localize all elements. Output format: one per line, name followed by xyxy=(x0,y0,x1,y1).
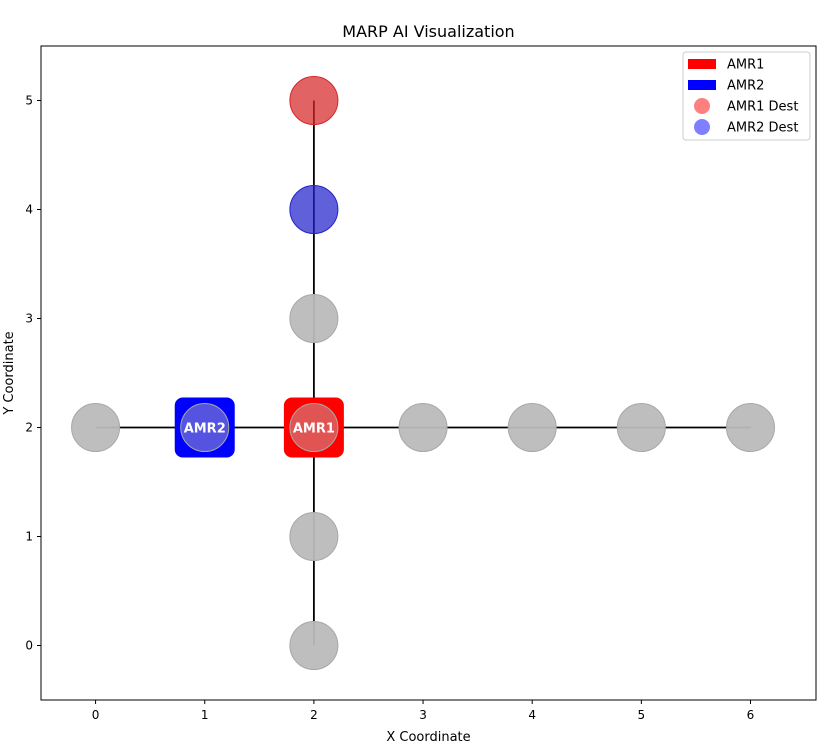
legend-marker xyxy=(694,119,710,135)
graph-node xyxy=(398,403,448,452)
destination-markers xyxy=(289,76,339,234)
y-axis-ticks: 0 1 2 3 4 5 xyxy=(25,94,41,653)
robot-marker xyxy=(283,397,344,458)
x-tick-label: 2 xyxy=(310,708,318,722)
legend-label: AMR2 Dest xyxy=(727,121,798,136)
graph-node xyxy=(289,294,339,343)
y-tick-label: 1 xyxy=(25,530,33,544)
x-axis-ticks: 0 1 2 3 4 5 6 xyxy=(92,700,755,722)
robot-label: AMR2 xyxy=(184,422,226,437)
y-tick-label: 5 xyxy=(25,94,33,108)
legend: AMR1 AMR2 AMR1 Dest AMR2 Dest xyxy=(682,51,811,141)
graph-node xyxy=(289,512,339,561)
y-tick-label: 0 xyxy=(25,639,33,653)
x-tick-label: 6 xyxy=(747,708,755,722)
y-tick-label: 4 xyxy=(25,203,33,217)
plot-frame xyxy=(40,45,817,701)
graph-node-overlay xyxy=(289,403,339,452)
x-tick-label: 1 xyxy=(201,708,209,722)
plot-area xyxy=(41,46,816,700)
graph-node xyxy=(507,403,557,452)
legend-swatch xyxy=(688,59,716,69)
y-axis-title: Y Coordinate xyxy=(2,331,17,415)
graph-node xyxy=(289,621,339,670)
legend-swatch xyxy=(688,80,716,90)
x-tick-label: 0 xyxy=(92,708,100,722)
legend-marker xyxy=(694,98,710,114)
x-axis-title: X Coordinate xyxy=(386,730,470,745)
x-tick-label: 4 xyxy=(528,708,536,722)
x-tick-label: 5 xyxy=(638,708,646,722)
robot-markers: AMR1 AMR2 xyxy=(174,397,344,458)
chart-title: MARP AI Visualization xyxy=(342,22,514,41)
y-tick-label: 3 xyxy=(25,312,33,326)
robot-marker xyxy=(174,397,235,458)
x-tick-label: 3 xyxy=(419,708,427,722)
graph-node xyxy=(616,403,666,452)
legend-label: AMR2 xyxy=(727,79,764,94)
graph-node-overlay xyxy=(180,403,230,452)
legend-label: AMR1 xyxy=(727,58,764,73)
robot-label: AMR1 xyxy=(293,422,335,437)
y-tick-label: 2 xyxy=(25,421,33,435)
destination-marker xyxy=(289,76,339,125)
graph-node xyxy=(726,403,776,452)
destination-marker xyxy=(289,185,339,234)
legend-label: AMR1 Dest xyxy=(727,100,798,115)
graph-node xyxy=(71,403,121,452)
legend-box xyxy=(682,51,811,141)
